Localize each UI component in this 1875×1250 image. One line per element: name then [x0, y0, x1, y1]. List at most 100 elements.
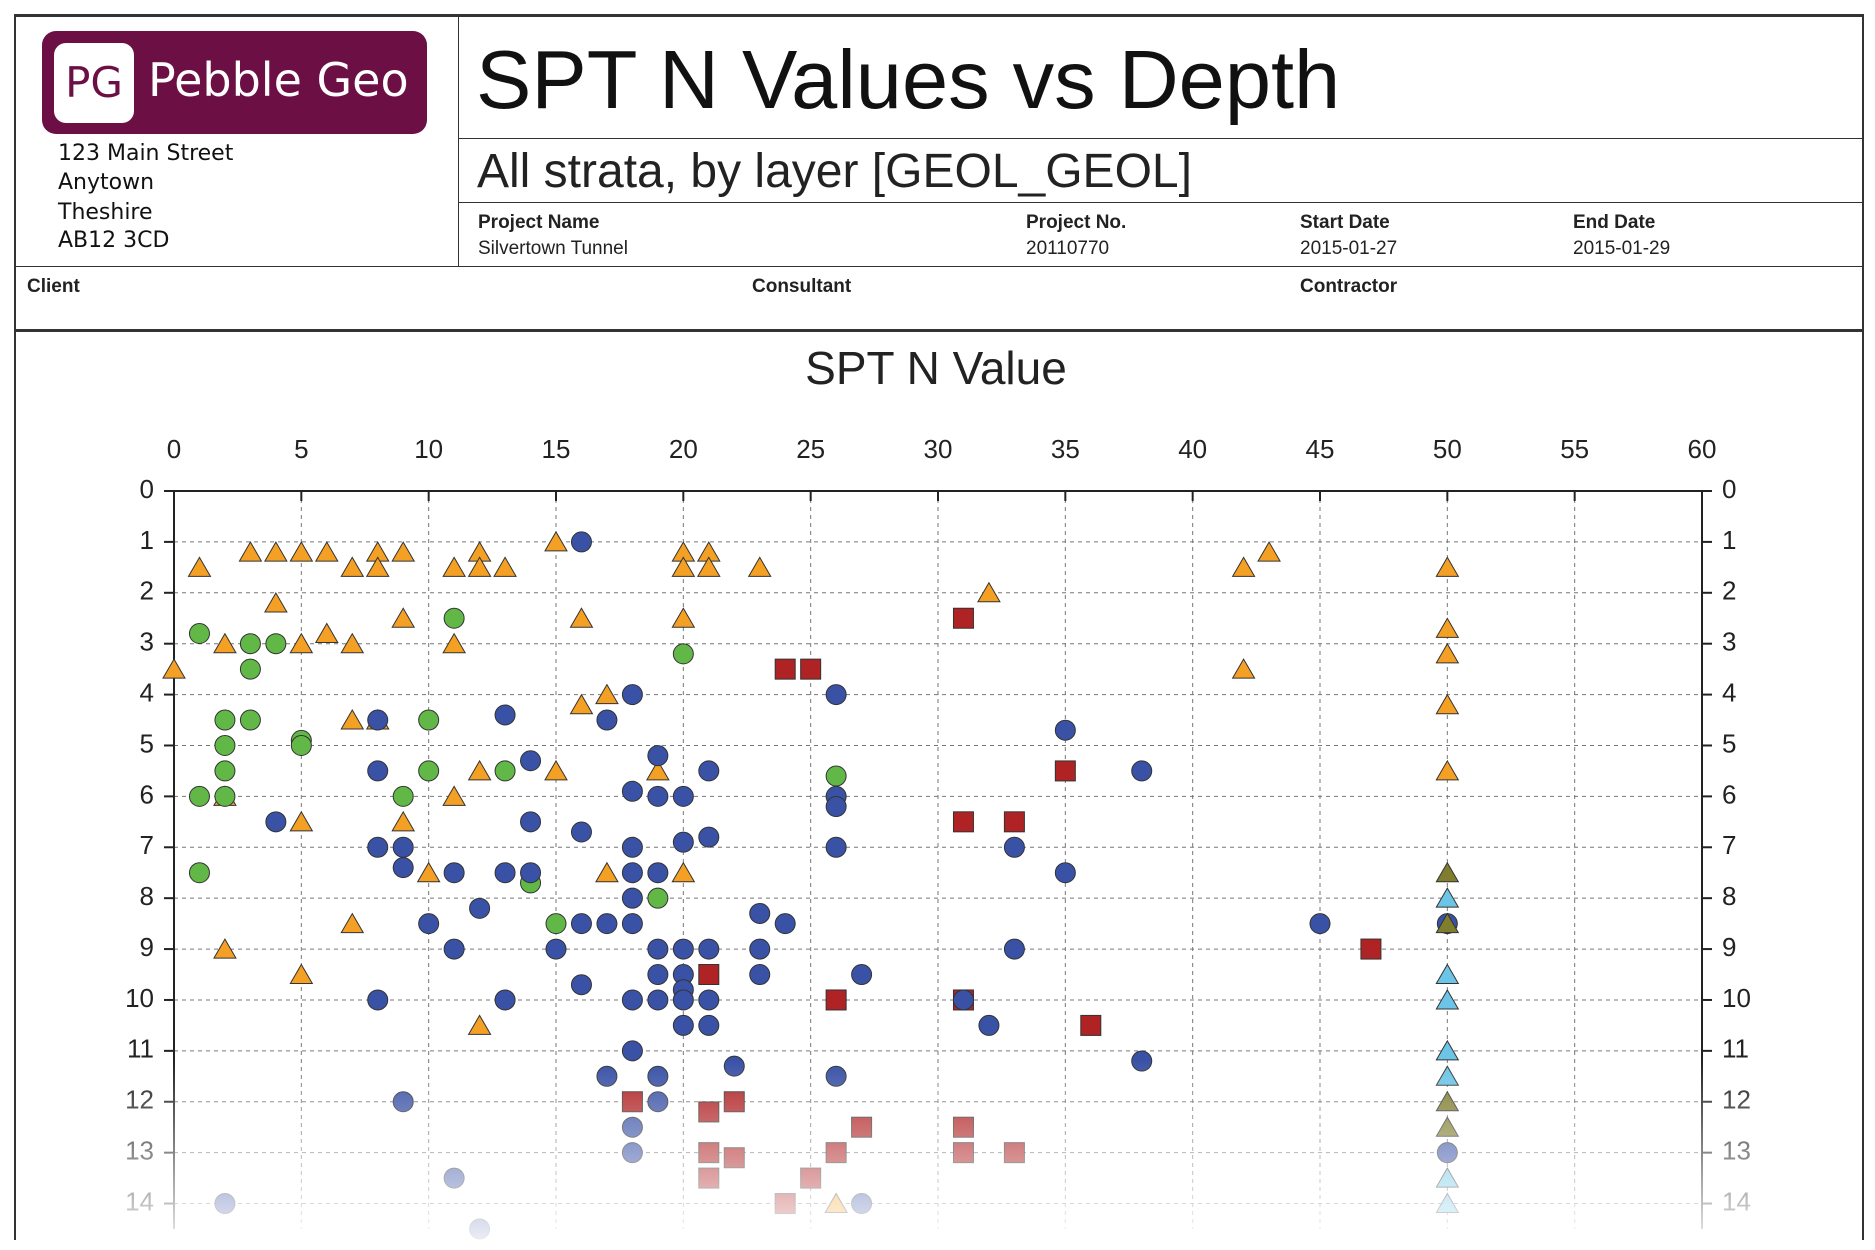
point — [570, 913, 592, 935]
point — [672, 785, 694, 807]
x-tick-label: 60 — [1688, 434, 1717, 464]
point — [416, 861, 441, 883]
x-tick-label: 20 — [669, 434, 698, 464]
point — [289, 810, 314, 832]
x-tick-label: 40 — [1178, 434, 1207, 464]
point — [698, 760, 720, 782]
point — [596, 709, 618, 731]
point — [520, 811, 542, 833]
point — [494, 760, 516, 782]
point — [367, 760, 389, 782]
point — [671, 556, 696, 577]
point — [621, 887, 643, 909]
divider — [458, 14, 459, 266]
point — [647, 989, 669, 1011]
point — [443, 607, 465, 629]
point — [391, 810, 416, 832]
point — [314, 622, 339, 644]
point — [263, 541, 288, 562]
address-line: Theshire — [58, 200, 153, 225]
point — [367, 709, 389, 731]
point — [494, 989, 516, 1011]
point — [749, 902, 771, 924]
point — [621, 684, 643, 706]
y-tick-label: 8 — [1722, 881, 1736, 911]
point — [1435, 861, 1460, 883]
point — [1131, 760, 1153, 782]
frame-right — [1862, 14, 1864, 1240]
point — [570, 821, 592, 843]
divider — [14, 266, 1864, 267]
point — [774, 913, 796, 935]
field-label: Project No. — [1026, 212, 1127, 233]
point — [952, 989, 974, 1011]
point — [1435, 617, 1460, 638]
point — [392, 857, 414, 879]
point — [418, 709, 440, 731]
point — [340, 632, 365, 654]
y-tick-label: 11 — [1722, 1034, 1749, 1064]
point — [469, 897, 491, 919]
report-title: SPT N Values vs Depth — [476, 33, 1341, 126]
point — [645, 759, 670, 781]
point — [1435, 912, 1460, 934]
point — [1054, 719, 1076, 741]
point — [621, 989, 643, 1011]
point — [289, 632, 314, 654]
point — [647, 785, 669, 807]
point — [698, 964, 720, 986]
point — [239, 633, 261, 655]
point — [569, 693, 594, 715]
point — [239, 658, 261, 680]
point — [747, 556, 772, 577]
point — [263, 591, 288, 613]
field-label: End Date — [1573, 212, 1656, 233]
y-tick-label: 2 — [140, 576, 154, 606]
chart-title: SPT N Value — [805, 342, 1067, 394]
point — [265, 633, 287, 655]
point — [494, 862, 516, 884]
field-label: Project Name — [478, 212, 600, 233]
point — [977, 581, 1001, 603]
point — [214, 734, 236, 756]
point — [1054, 760, 1076, 782]
point — [621, 1040, 643, 1062]
point — [520, 862, 542, 884]
point — [188, 862, 210, 884]
point — [493, 556, 517, 577]
y-tick-label: 10 — [125, 983, 154, 1013]
point — [825, 684, 847, 706]
point — [443, 938, 465, 960]
x-tick-label: 30 — [924, 434, 953, 464]
point — [1257, 541, 1281, 562]
point — [391, 607, 416, 628]
point — [213, 938, 237, 959]
point — [1435, 887, 1460, 908]
point — [1231, 658, 1256, 679]
y-tick-label: 7 — [1722, 830, 1736, 860]
point — [467, 759, 492, 781]
point — [595, 683, 619, 705]
point — [696, 556, 721, 577]
divider — [14, 329, 1864, 332]
field-value: 20110770 — [1026, 238, 1110, 259]
y-tick-label: 2 — [1722, 576, 1736, 606]
point — [1231, 556, 1256, 577]
point — [671, 607, 696, 628]
point — [825, 836, 847, 858]
report-subtitle: All strata, by layer [GEOL_GEOL] — [477, 145, 1192, 198]
point — [671, 861, 696, 883]
logo-initials: PG — [54, 43, 134, 123]
point — [621, 862, 643, 884]
point — [1003, 938, 1025, 960]
address-line: 123 Main Street — [58, 141, 234, 166]
point — [647, 862, 669, 884]
point — [1309, 913, 1331, 935]
point — [698, 989, 720, 1011]
point — [340, 556, 365, 577]
point — [367, 836, 389, 858]
y-tick-label: 1 — [140, 525, 154, 555]
point — [851, 964, 873, 986]
